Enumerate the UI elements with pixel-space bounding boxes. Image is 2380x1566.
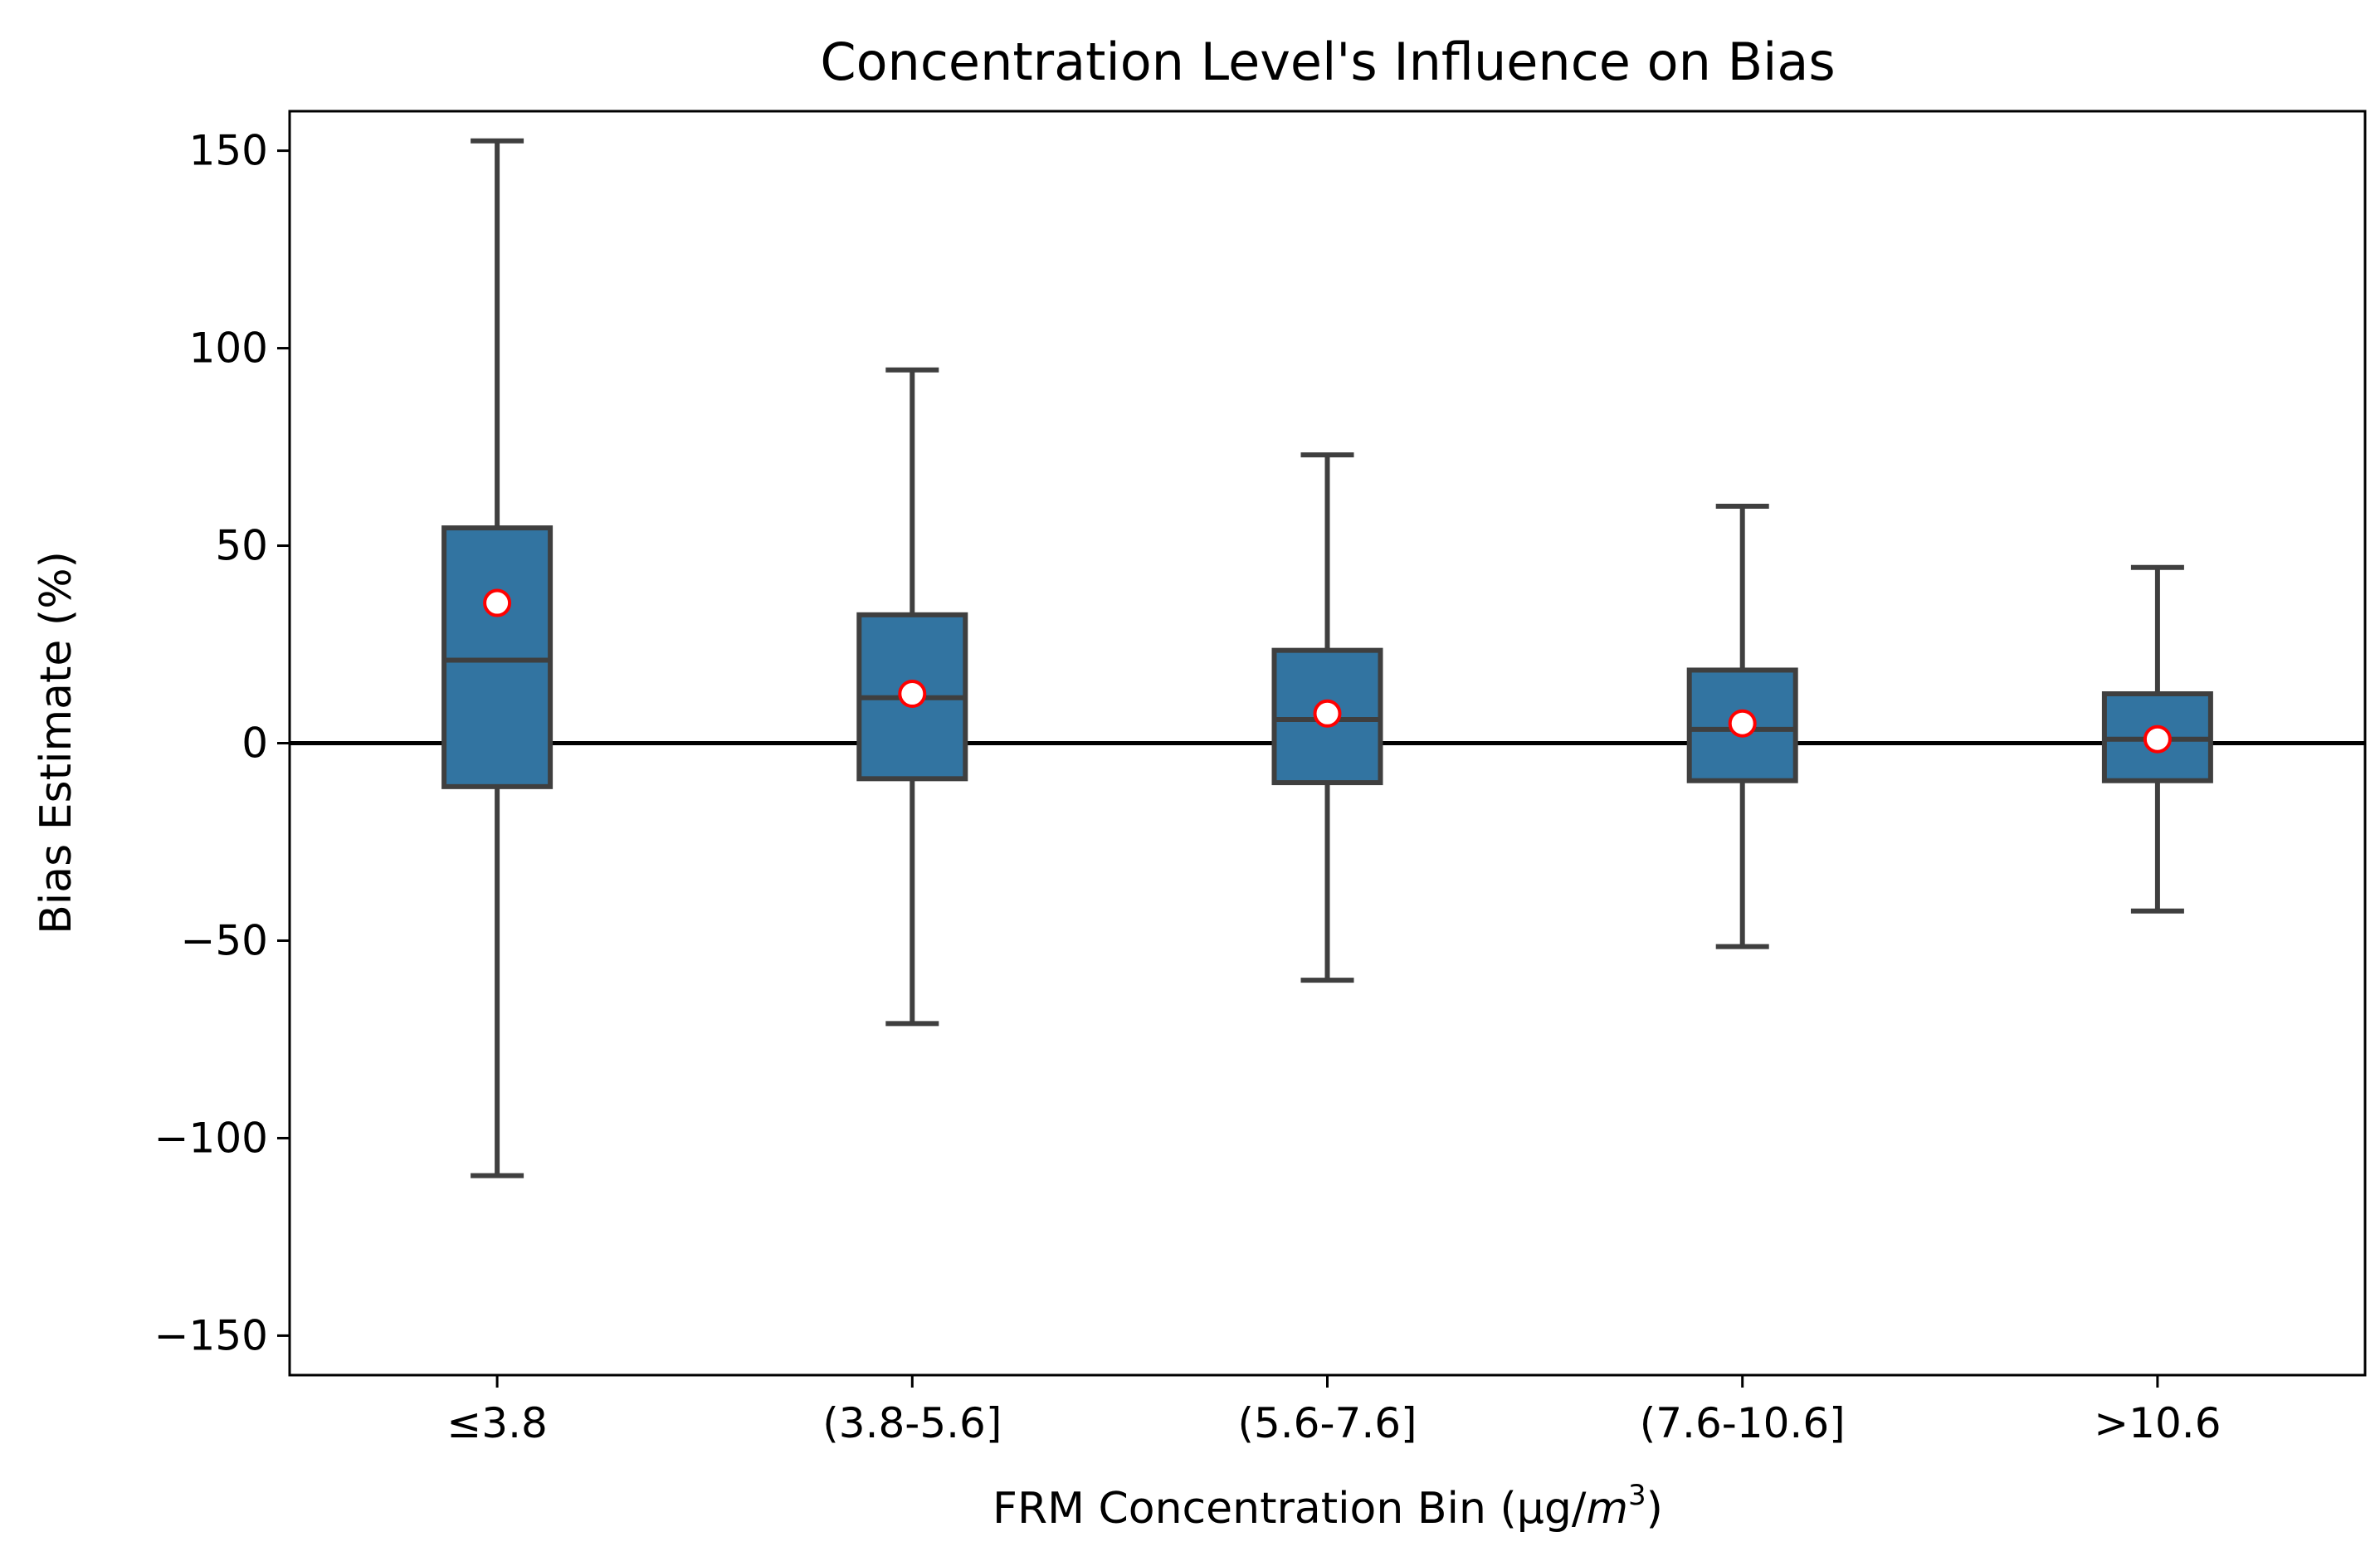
y-tick-label-4: −50 (180, 916, 268, 964)
x-axis-label-suffix: ) (1646, 1484, 1663, 1534)
x-axis-label-prefix: FRM Concentration Bin (µg/ (992, 1484, 1587, 1534)
x-axis-label-unit: m (1586, 1484, 1628, 1534)
chart-title: Concentration Level's Influence on Bias (820, 32, 1835, 92)
mean-marker-0 (483, 588, 512, 617)
iqr-box-0 (441, 525, 554, 789)
mean-marker-1 (898, 680, 927, 709)
y-tick-label-3: 0 (241, 720, 268, 768)
plot-content (290, 138, 2365, 1178)
y-axis: 150 100 50 0 −50 −100 −150 (154, 127, 290, 1359)
x-axis: ≤3.8 (3.8-5.6] (5.6-7.6] (7.6-10.6] >10.6 (446, 1375, 2221, 1447)
x-tick-label-1: (3.8-5.6] (822, 1399, 1002, 1447)
box-group-4 (2101, 564, 2213, 914)
y-tick-label-1: 100 (189, 324, 268, 373)
x-tick-label-2: (5.6-7.6] (1237, 1399, 1417, 1447)
box-group-0 (441, 138, 554, 1178)
y-tick-label-0: 150 (189, 127, 268, 175)
mean-marker-4 (2143, 724, 2172, 754)
box-group-3 (1686, 503, 1798, 949)
box-group-2 (1271, 452, 1383, 983)
box-group-1 (856, 367, 968, 1027)
x-tick-label-4: >10.6 (2094, 1399, 2221, 1447)
x-axis-label: FRM Concentration Bin (µg/m3) (992, 1479, 1663, 1534)
y-axis-label: Bias Estimate (%) (32, 551, 81, 934)
mean-marker-3 (1728, 709, 1757, 738)
mean-marker-2 (1313, 699, 1342, 728)
x-axis-label-exponent: 3 (1628, 1479, 1646, 1512)
x-tick-label-3: (7.6-10.6] (1640, 1399, 1846, 1447)
y-tick-label-6: −150 (154, 1311, 268, 1359)
y-tick-label-5: −100 (154, 1114, 268, 1162)
x-tick-label-0: ≤3.8 (446, 1399, 547, 1447)
y-tick-label-2: 50 (215, 522, 268, 570)
